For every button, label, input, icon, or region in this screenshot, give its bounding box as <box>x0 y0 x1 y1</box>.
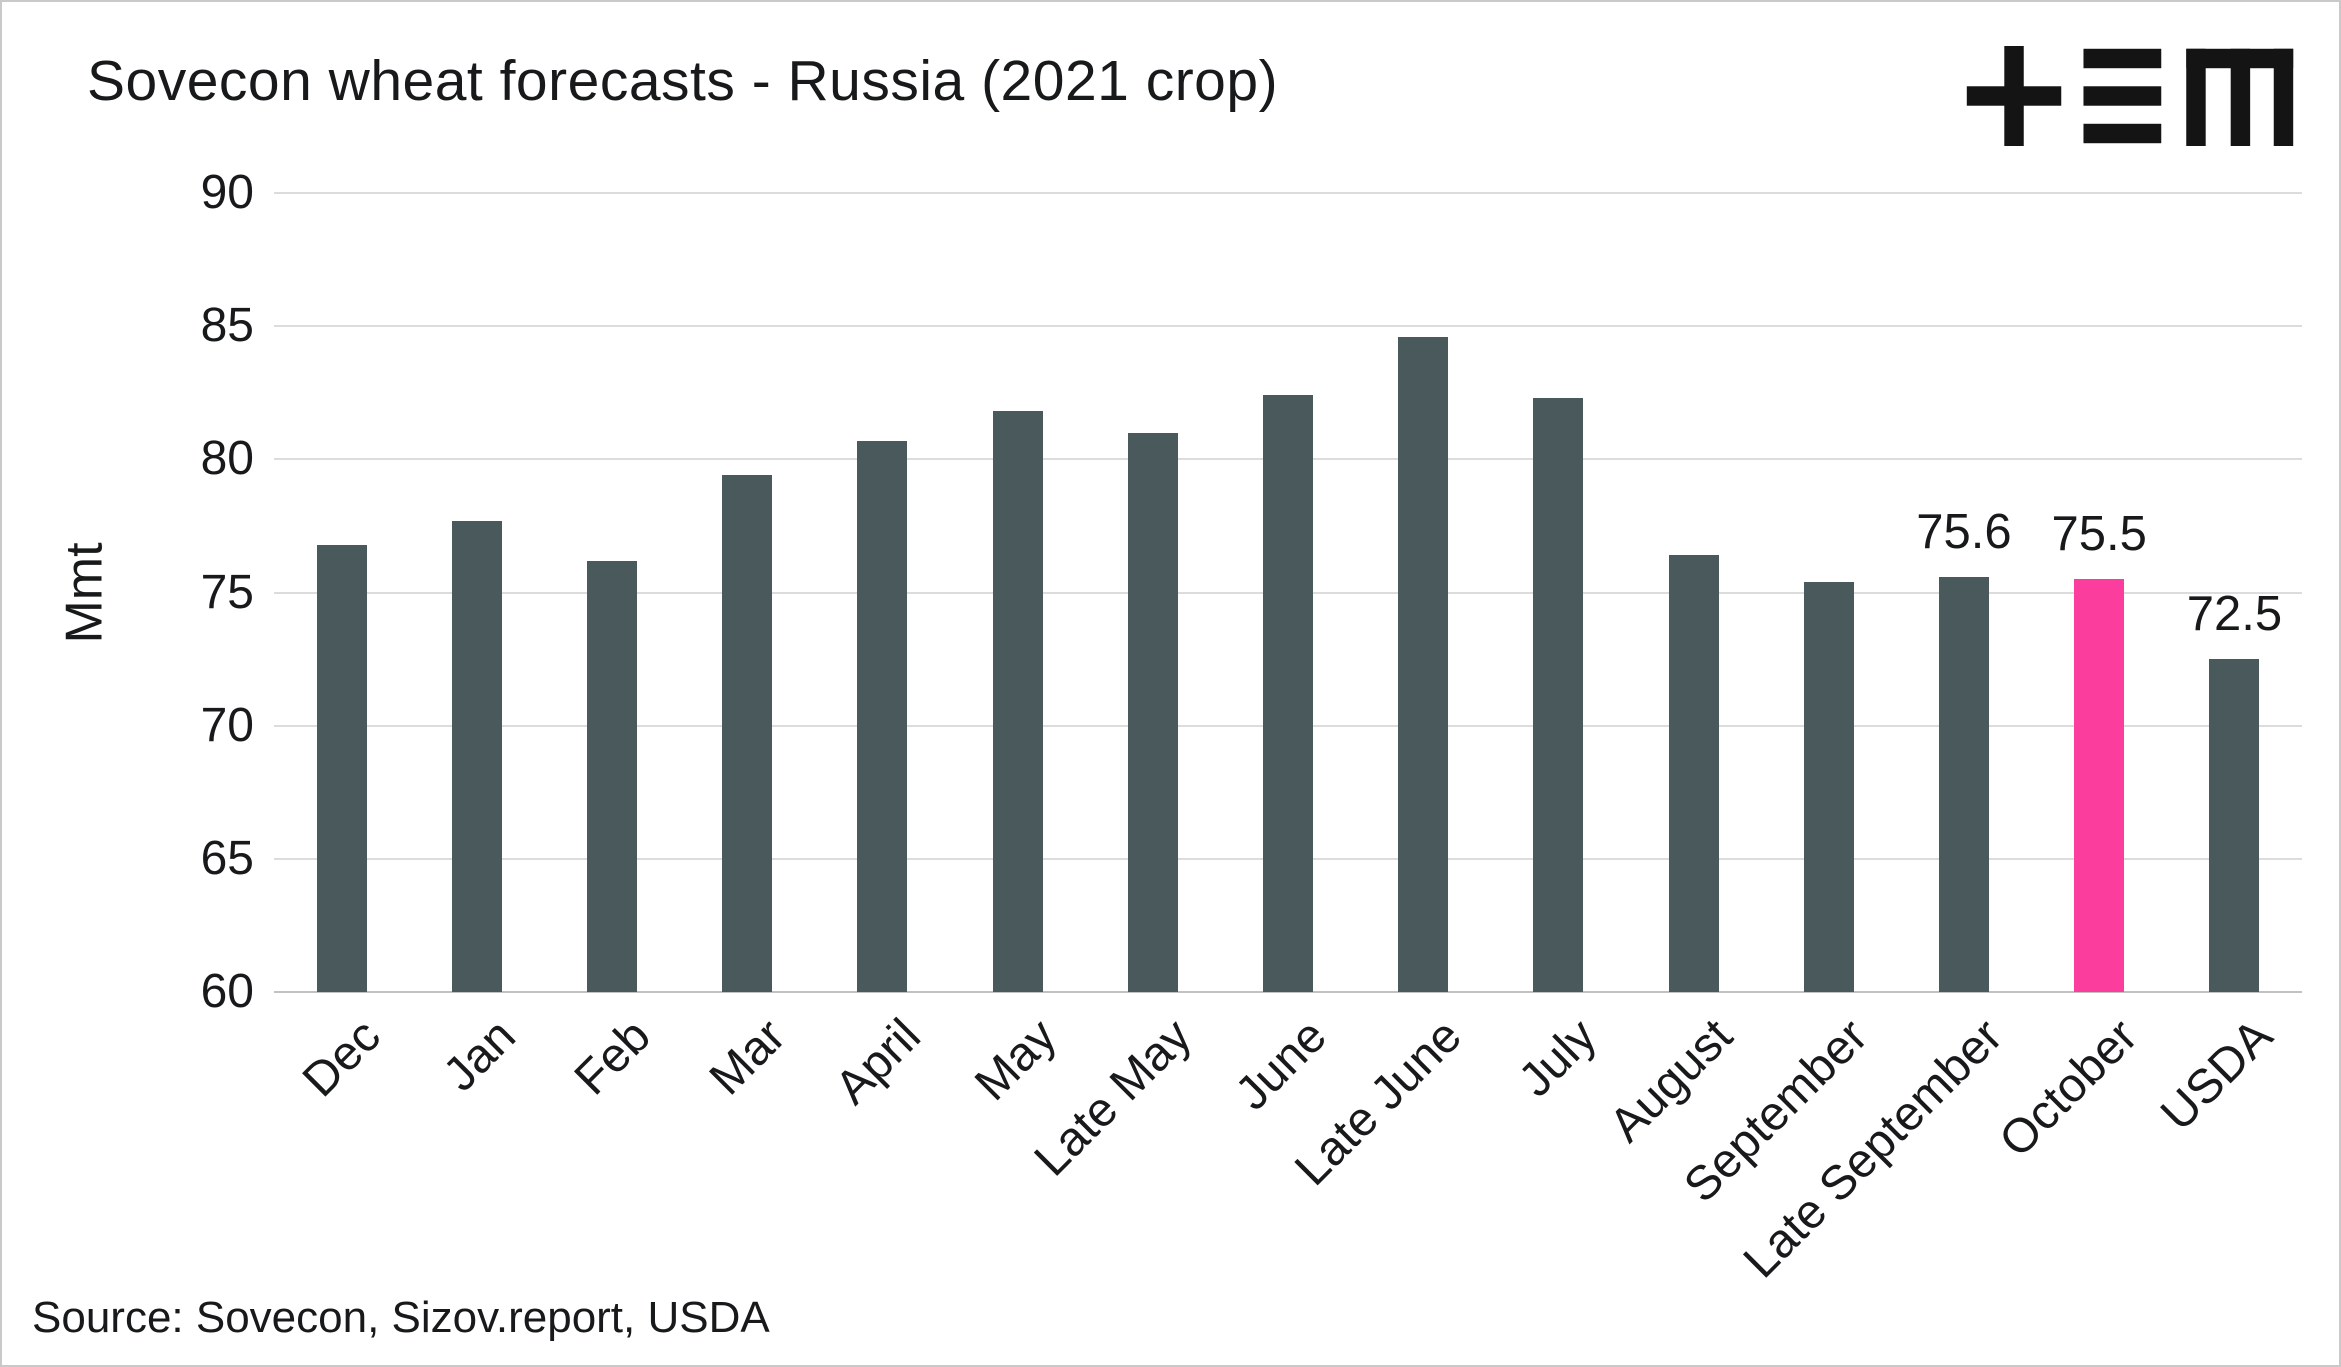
bar-usda <box>2209 659 2260 992</box>
y-tick-label: 60 <box>200 965 254 1018</box>
bar-late-june <box>1398 336 1449 992</box>
bar-value-label-usda: 72.5 <box>2186 587 2283 642</box>
bar-slot-jan <box>409 193 544 992</box>
gridline <box>274 192 2302 194</box>
bar-slot-late-may <box>1085 193 1220 992</box>
bar-slot-august <box>1626 193 1761 992</box>
y-axis-ticks: 90 85 80 75 70 65 60 <box>62 169 254 1016</box>
bar-late-may <box>1127 432 1178 992</box>
bar-may <box>992 411 1043 992</box>
bar-slot-late-june <box>1356 193 1491 992</box>
y-tick-label: 85 <box>200 299 254 353</box>
bar-september <box>1803 581 1854 992</box>
bar-dec <box>316 544 367 992</box>
bar-slot-dec <box>274 193 409 992</box>
bar-august <box>1668 555 1719 992</box>
tem-logo <box>1966 46 2294 146</box>
chart-title: Sovecon wheat forecasts - Russia (2021 c… <box>87 49 1279 113</box>
plot-area: Dec Jan Feb Mar April May Late May June Late Jun… <box>274 192 2302 1288</box>
y-tick-label: 70 <box>200 698 254 752</box>
bar-april <box>857 440 908 992</box>
source-note: Source: Sovecon, Sizov.report, USDA <box>32 1293 770 1342</box>
bar-slot-october: 75.5 <box>2032 193 2167 992</box>
bar-jan <box>451 520 502 992</box>
gridline <box>274 325 2302 328</box>
bar-slot-june <box>1220 193 1355 992</box>
y-tick-label: 75 <box>200 565 254 619</box>
bar-slot-mar <box>680 193 815 992</box>
tem-logo-glyphs <box>1966 46 2294 146</box>
bar-late-september <box>1938 576 1989 992</box>
bar-slot-late-september: 75.6 <box>1896 193 2031 992</box>
bar-slot-april <box>815 193 950 992</box>
bar-june <box>1262 395 1313 992</box>
bar-slot-feb <box>544 193 679 992</box>
bar-slot-july <box>1491 193 1626 992</box>
y-tick-label: 65 <box>200 831 254 885</box>
bar-feb <box>586 560 637 992</box>
bar-slot-usda: 72.5 <box>2167 193 2302 992</box>
x-axis-line <box>274 991 2302 993</box>
bar-october <box>2074 579 2125 992</box>
bar-slot-may <box>950 193 1085 992</box>
y-tick-label: 80 <box>200 432 254 486</box>
y-tick-label: 90 <box>200 166 254 219</box>
bar-slot-september <box>1761 193 1896 992</box>
bar-july <box>1533 398 1584 992</box>
bar-value-label-october: 75.5 <box>2051 507 2147 562</box>
bar-mar <box>722 475 773 992</box>
bar-value-label-late-september: 75.6 <box>1916 504 2012 559</box>
